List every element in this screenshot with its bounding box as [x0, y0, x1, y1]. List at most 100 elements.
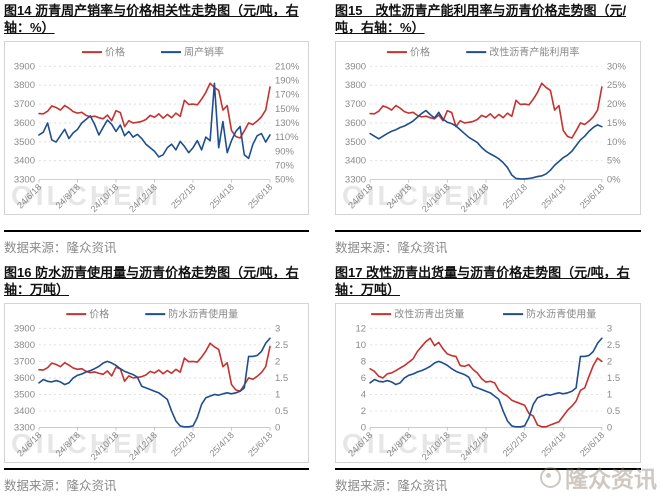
svg-text:3900: 3900	[345, 61, 366, 72]
svg-text:25/6/18: 25/6/18	[578, 182, 606, 211]
fig16-line-chart: 3900 3800 3700 3600 3500 3400 3300 3 2.5 2 1.5 1 0.5…	[14, 307, 288, 462]
svg-text:0: 0	[607, 422, 612, 433]
panel-fig16: 图16 防水沥青使用量与沥青价格走势图（元/吨，右轴：万吨） 3900 3800 3…	[0, 262, 331, 500]
svg-text:1: 1	[607, 389, 612, 400]
svg-text:25/6/18: 25/6/18	[246, 182, 274, 211]
svg-text:110%: 110%	[275, 132, 299, 143]
fig15-chart-area: 3900 3800 3700 3600 3500 3400 3300 30% 25% 20% 15%…	[335, 40, 641, 215]
svg-text:价格: 价格	[105, 45, 125, 58]
svg-text:3600: 3600	[14, 373, 35, 384]
svg-text:1.5: 1.5	[607, 373, 620, 384]
svg-text:30%: 30%	[607, 61, 627, 72]
svg-text:25/4/18: 25/4/18	[208, 430, 236, 459]
svg-text:25/4/18: 25/4/18	[539, 182, 567, 211]
fig16-data-source: 数据来源：隆众资讯	[4, 468, 309, 494]
svg-text:170%: 170%	[275, 89, 300, 100]
svg-text:24/10/18: 24/10/18	[89, 182, 121, 214]
svg-text:3900: 3900	[14, 323, 35, 334]
svg-text:防水沥青使用量: 防水沥青使用量	[168, 307, 238, 320]
svg-text:20%: 20%	[607, 99, 627, 110]
svg-text:24/6/18: 24/6/18	[15, 182, 43, 211]
svg-text:改性沥青出货量: 改性沥青出货量	[394, 307, 464, 320]
svg-text:24/12/18: 24/12/18	[127, 182, 159, 214]
panel-fig15: 图15 改性沥青产能利用率与沥青价格走势图（元/吨，右轴：%） 3900 3800…	[331, 0, 663, 262]
svg-text:130%: 130%	[275, 118, 300, 129]
svg-text:2: 2	[275, 356, 280, 367]
svg-text:2: 2	[607, 356, 612, 367]
fig14-title: 图14 沥青周产销率与价格相关性走势图（元/吨，右轴：%）	[4, 3, 299, 35]
svg-text:190%: 190%	[275, 75, 300, 86]
panel-fig14: 图14 沥青周产销率与价格相关性走势图（元/吨，右轴：%） 3900 3800 37…	[0, 0, 331, 262]
svg-text:24/6/18: 24/6/18	[346, 430, 374, 459]
svg-text:3500: 3500	[14, 137, 35, 148]
svg-text:3300: 3300	[14, 174, 35, 185]
svg-text:1: 1	[275, 389, 280, 400]
svg-text:2.5: 2.5	[275, 340, 288, 351]
svg-text:70%: 70%	[275, 160, 295, 171]
series-line-left	[38, 342, 271, 392]
svg-text:2.5: 2.5	[607, 340, 620, 351]
fig14-line-chart: 3900 3800 3700 3600 3500 3400 3300 210% 190% 170%…	[14, 45, 300, 214]
svg-text:90%: 90%	[275, 146, 295, 157]
svg-text:25/2/18: 25/2/18	[501, 182, 529, 211]
svg-text:210%: 210%	[275, 61, 300, 72]
series-line-right	[369, 337, 603, 428]
svg-text:价格: 价格	[410, 45, 430, 58]
svg-text:0: 0	[275, 422, 280, 433]
svg-text:24/6/18: 24/6/18	[15, 430, 43, 459]
svg-text:6: 6	[361, 373, 366, 384]
svg-text:0: 0	[361, 422, 366, 433]
svg-text:50%: 50%	[275, 174, 295, 185]
series-line-right	[38, 337, 271, 428]
series-line-left	[369, 82, 603, 139]
svg-text:150%: 150%	[275, 104, 300, 115]
svg-text:24/12/18: 24/12/18	[127, 430, 159, 462]
svg-text:25/6/18: 25/6/18	[246, 430, 274, 459]
fig16-chart-area: 3900 3800 3700 3600 3500 3400 3300 3 2.5 2 1.5 1 0.5…	[4, 302, 309, 463]
svg-text:24/8/18: 24/8/18	[54, 430, 82, 459]
fig17-data-source: 数据来源：隆众资讯	[335, 468, 641, 494]
svg-text:3: 3	[607, 323, 612, 334]
svg-text:3: 3	[275, 323, 280, 334]
svg-text:12: 12	[356, 323, 367, 334]
svg-text:5%: 5%	[607, 155, 621, 166]
svg-text:0.5: 0.5	[607, 406, 620, 417]
svg-text:10%: 10%	[607, 137, 627, 148]
svg-text:25/6/18: 25/6/18	[578, 430, 606, 459]
svg-text:25%: 25%	[607, 80, 627, 91]
svg-text:3500: 3500	[345, 137, 366, 148]
fig15-line-chart: 3900 3800 3700 3600 3500 3400 3300 30% 25% 20% 15%…	[345, 45, 627, 214]
fig15-title: 图15 改性沥青产能利用率与沥青价格走势图（元/吨，右轴：%）	[335, 3, 627, 35]
svg-text:3700: 3700	[345, 99, 366, 110]
svg-text:3400: 3400	[14, 155, 35, 166]
svg-text:3600: 3600	[14, 118, 35, 129]
svg-text:0.5: 0.5	[275, 406, 288, 417]
svg-text:0%: 0%	[607, 174, 621, 185]
svg-text:24/10/18: 24/10/18	[420, 182, 452, 214]
svg-text:3800: 3800	[345, 80, 366, 91]
svg-text:3500: 3500	[14, 389, 35, 400]
fig14-data-source: 数据来源：隆众资讯	[4, 230, 309, 256]
svg-text:25/4/18: 25/4/18	[539, 430, 567, 459]
svg-text:4: 4	[361, 389, 367, 400]
svg-text:24/10/18: 24/10/18	[89, 430, 121, 462]
svg-text:改性沥青产能利用率: 改性沥青产能利用率	[489, 45, 579, 58]
svg-text:25/4/18: 25/4/18	[208, 182, 236, 211]
fig17-chart-area: 12 10 8 6 4 2 0 3 2.5 2 1.5 1 0.5 0 24/6/18 24/8/18 24/1…	[335, 302, 641, 463]
svg-text:3800: 3800	[14, 80, 35, 91]
fig14-chart-area: 3900 3800 3700 3600 3500 3400 3300 210% 190% 170%…	[4, 40, 309, 215]
svg-text:24/12/18: 24/12/18	[459, 182, 491, 214]
fig17-title: 图17 改性沥青出货量与沥青价格走势图（元/吨，右轴：万吨）	[335, 265, 630, 297]
svg-text:25/2/18: 25/2/18	[169, 182, 197, 211]
svg-text:25/2/18: 25/2/18	[501, 430, 529, 459]
svg-text:3600: 3600	[345, 118, 366, 129]
svg-text:3400: 3400	[14, 406, 35, 417]
svg-text:24/10/18: 24/10/18	[420, 430, 452, 462]
svg-text:24/6/18: 24/6/18	[346, 182, 374, 211]
svg-text:24/8/18: 24/8/18	[54, 182, 82, 211]
svg-text:2: 2	[361, 406, 366, 417]
svg-text:24/12/18: 24/12/18	[459, 430, 491, 462]
svg-text:3900: 3900	[14, 61, 35, 72]
